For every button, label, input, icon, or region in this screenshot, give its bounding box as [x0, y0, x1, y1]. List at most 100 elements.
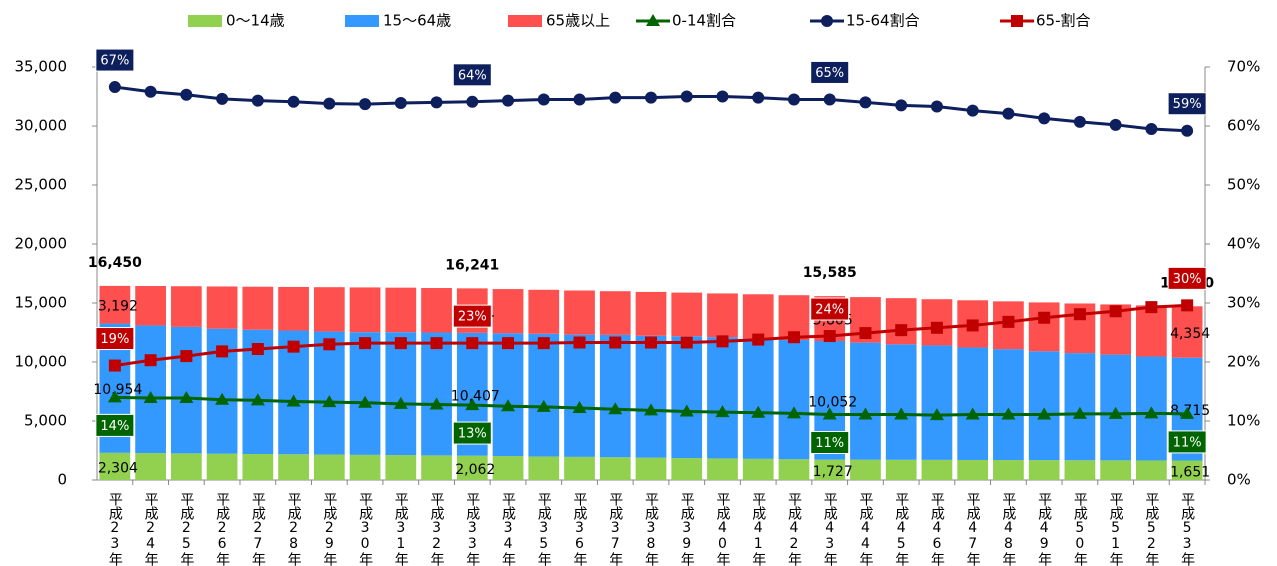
bar [170, 326, 202, 454]
x-tick-label: 平成48年 [1000, 492, 1016, 566]
marker [680, 336, 693, 349]
marker [250, 393, 265, 406]
marker [465, 398, 480, 411]
marker [502, 94, 515, 107]
bar [1171, 460, 1203, 480]
data-label: 65% [815, 66, 844, 81]
y2-tick-label: 60% [1227, 117, 1260, 135]
bar [885, 459, 917, 480]
x-tick-label: 平成28年 [286, 492, 302, 566]
data-label: 64% [458, 68, 487, 83]
bar [385, 287, 417, 333]
marker [536, 399, 551, 412]
marker [393, 396, 408, 409]
bar [135, 453, 166, 480]
marker [965, 407, 980, 420]
bar [242, 453, 274, 480]
marker [609, 91, 622, 104]
bar [778, 340, 810, 460]
bar [206, 453, 238, 480]
legend-label: 15-64割合 [846, 12, 920, 30]
bar [1028, 460, 1060, 480]
legend-label: 15〜64歳 [383, 12, 451, 30]
legend-label: 0〜14歳 [226, 12, 285, 30]
marker [287, 340, 300, 353]
bar [313, 331, 345, 455]
marker [895, 324, 908, 337]
x-tick-label: 平成23年 [107, 492, 123, 566]
bar [1028, 351, 1060, 461]
bar [742, 458, 774, 480]
marker [107, 390, 122, 403]
marker [180, 88, 193, 101]
marker [216, 345, 229, 358]
bar [1100, 460, 1132, 480]
marker [394, 337, 407, 350]
marker [1037, 407, 1052, 420]
marker [929, 408, 944, 421]
marker [323, 97, 336, 110]
data-label: 59% [1173, 97, 1202, 112]
data-label: 2,304 [98, 460, 138, 476]
y2-tick-label: 0% [1227, 471, 1251, 489]
bar [599, 334, 631, 458]
x-tick-label: 平成44年 [857, 492, 873, 566]
marker [287, 95, 300, 108]
marker [537, 93, 550, 106]
x-tick-label: 平成26年 [214, 492, 230, 566]
marker [108, 81, 121, 94]
bar [170, 453, 202, 480]
bar [135, 325, 166, 454]
marker [1109, 118, 1122, 131]
marker [537, 337, 550, 350]
x-tick-label: 平成51年 [1108, 492, 1124, 566]
bar [492, 333, 524, 457]
bar [921, 345, 953, 460]
bar [278, 286, 309, 331]
marker [286, 394, 301, 407]
x-tick-label: 平成34年 [500, 492, 516, 566]
marker [502, 337, 515, 350]
data-label: 11% [815, 436, 844, 451]
marker [1011, 15, 1023, 27]
bar [850, 342, 881, 460]
marker [1145, 301, 1158, 314]
bar [742, 294, 774, 339]
marker [1108, 406, 1123, 419]
marker [644, 403, 658, 416]
bar [528, 289, 560, 334]
x-tick-label: 平成41年 [750, 492, 766, 566]
x-tick-label: 平成53年 [1179, 492, 1195, 566]
marker [1038, 112, 1051, 125]
marker [251, 94, 264, 107]
marker [966, 319, 979, 332]
marker [394, 96, 407, 109]
x-tick-label: 平成37年 [607, 492, 623, 566]
bar [599, 291, 631, 335]
data-label: 4,354 [1170, 326, 1210, 342]
marker [1073, 115, 1086, 128]
bar [313, 454, 345, 480]
data-label: 10,954 [93, 382, 142, 398]
marker [251, 343, 264, 356]
marker [108, 359, 121, 372]
x-tick-label: 平成38年 [643, 492, 659, 566]
marker [359, 98, 372, 111]
marker [1144, 406, 1159, 419]
bar [635, 291, 667, 336]
legend-label: 65-割合 [1036, 12, 1091, 30]
marker [180, 350, 193, 363]
y2-tick-label: 70% [1227, 58, 1260, 76]
label-box [810, 297, 850, 321]
marker [322, 395, 337, 408]
x-tick-label: 平成39年 [679, 492, 695, 566]
data-label: 30% [1173, 272, 1202, 287]
marker [359, 337, 372, 350]
marker [752, 91, 765, 104]
bar [850, 459, 881, 480]
bar [707, 337, 738, 459]
y-tick-label: 10,000 [15, 353, 68, 371]
bar [385, 332, 417, 456]
bar [885, 298, 917, 345]
